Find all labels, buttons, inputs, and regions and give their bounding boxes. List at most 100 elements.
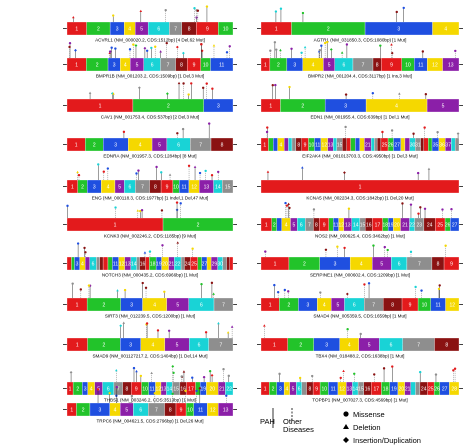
insertion-marker [210, 373, 214, 377]
missense-marker [438, 284, 441, 287]
gene-panel-kcna5: 1 KCNA5 (NM_002234.3, CDS:1842bp) [1 Del,… [257, 166, 463, 201]
exon-number: 6 [157, 26, 160, 32]
missense-marker [190, 82, 193, 85]
deletion-marker [139, 9, 143, 12]
legend-pah: PAH [260, 417, 275, 426]
missense-marker [353, 372, 356, 376]
exon-2 [71, 256, 75, 271]
exon-3 [273, 137, 278, 152]
missense-marker [274, 83, 277, 87]
missense-marker [68, 45, 71, 49]
missense-marker [324, 248, 328, 251]
missense-marker [409, 250, 413, 254]
gene-panel-nos2: 1 2 4 5 6 7 8 9 11 12 13 14 15 16 17 18 19 20 21 22 23 24 25 26… [257, 201, 463, 239]
exon-number: 19 [200, 386, 206, 392]
exon-number: 12 [322, 142, 328, 148]
exon-number: 8 [445, 342, 448, 348]
missense-marker [271, 83, 274, 87]
exon-number: 2 [288, 302, 291, 308]
missense-marker [210, 281, 214, 285]
gene-label: EDNRA (NM_001957.3, CDS:1284bp) [8 Mut] [103, 154, 196, 159]
exon-number: 8 [391, 302, 394, 308]
missense-marker [434, 373, 438, 376]
insertion-marker [329, 48, 333, 51]
exon-number: 10 [422, 302, 428, 308]
exon-number: 6 [353, 302, 356, 308]
exon-number: 4 [151, 342, 154, 348]
exon-number: 8 [437, 261, 440, 267]
gene-panel-sirt3: 1 2 3 4 5 6 7 SIRT3 (NM_012239.5, CDS:1200bp) [… [63, 281, 237, 319]
deletion-marker [340, 51, 344, 54]
exon-number: 3 [344, 103, 347, 109]
exon-5 [426, 98, 460, 113]
insertion-marker [343, 171, 346, 175]
exon-number: 13 [223, 407, 229, 413]
legend: PAH Other Diseases Missense Deletion Ins… [260, 408, 421, 445]
exon-number: 3 [325, 342, 328, 348]
missense-marker [423, 126, 426, 129]
missense-marker [312, 208, 316, 211]
missense-marker [200, 43, 203, 46]
exon-number: 12 [210, 407, 216, 413]
exon-number: 3 [93, 184, 96, 190]
insertion-marker [165, 92, 169, 96]
exon-number: 10 [173, 184, 179, 190]
missense-marker [301, 11, 305, 15]
gene-panel-thbs1: 123456789101112131415161719202122THBS1 (… [63, 364, 237, 403]
exon-number: 2 [93, 142, 96, 148]
exon-number: 8 [180, 62, 183, 68]
exon-number: 8 [169, 407, 172, 413]
exon-number: 5 [140, 26, 143, 32]
exon-number: 3 [76, 261, 79, 267]
missense-marker [179, 202, 182, 205]
exon-number: 10 [223, 26, 229, 32]
deletion-marker [266, 170, 270, 173]
missense-marker [115, 385, 119, 389]
exon-number: 5 [293, 222, 296, 228]
gene-label: EIF2AK4 (NM_001013703.3, CDS:4950bp) [1 … [302, 154, 417, 159]
exon-number: 2 [197, 222, 200, 228]
deletion-marker [88, 91, 92, 94]
exon-number: 1 [76, 302, 79, 308]
exon-number: 6 [300, 222, 303, 228]
exon-16 [342, 137, 347, 152]
gene-label: NOTCH3 (NM_000435.2, CDS:6966bp) [1 Mut] [102, 273, 198, 278]
gene-label: SIRT3 (NM_012239.5, CDS:1200bp) [1 Mut] [105, 314, 195, 319]
exon-number: 25 [191, 261, 197, 267]
missense-marker [287, 290, 290, 293]
exon-6 [288, 137, 293, 152]
exon-number: 1 [359, 184, 362, 190]
exon-number: 26 [388, 142, 394, 148]
exon-number: 9 [323, 222, 326, 228]
missense-icon [343, 411, 349, 417]
exon-7 [96, 256, 100, 271]
gene-label: TOPBP1 (NM_007027.3, CDS:4569bp) [1 Mut] [312, 398, 407, 403]
exon-number: 17 [374, 386, 380, 392]
exon-number: 6 [177, 142, 180, 148]
gene-panel-notch3: 3 4 6 11 12 13 14 16 18 19 20 21 22 24 25 27 29 30 NOTCH3 … [63, 241, 237, 278]
missense-marker [288, 206, 291, 210]
deletion-marker [76, 170, 79, 174]
exon-number: 15 [173, 386, 179, 392]
missense-marker [320, 44, 323, 47]
missense-marker [132, 366, 136, 370]
exon-number: 11 [436, 302, 441, 308]
exon-number: 2 [81, 184, 84, 190]
missense-marker [114, 206, 117, 209]
missense-marker [204, 331, 208, 334]
exon-2 [268, 137, 274, 152]
exon-number: 12 [119, 261, 125, 267]
exon-number: 5 [336, 302, 339, 308]
exon-number: 19 [388, 222, 394, 228]
exon-number: 6 [398, 261, 401, 267]
exon-number: 30 [410, 142, 416, 148]
deletion-marker [150, 371, 153, 375]
missense-marker [420, 289, 423, 292]
missense-marker [416, 171, 420, 175]
exon-13 [442, 57, 460, 72]
gene-panel-serpine1: 1 2 3 4 5 6 7 8 9 SERPINE1 (NM_000602.4, CDS:1209… [257, 244, 463, 278]
insertion-marker [175, 45, 179, 49]
exon-number: 7 [155, 407, 158, 413]
missense-marker [208, 369, 212, 373]
